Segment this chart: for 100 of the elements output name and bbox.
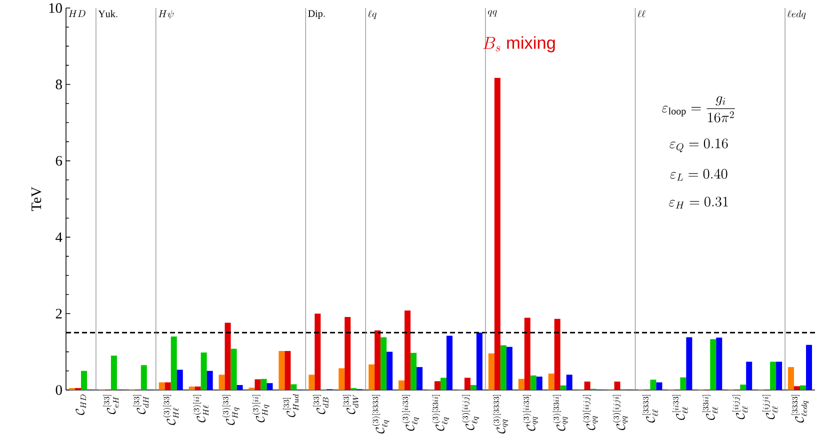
bar (80, 370, 87, 390)
y-tick-label: 8 (56, 80, 62, 90)
bar (788, 367, 794, 390)
bar (194, 386, 201, 390)
bar (308, 374, 315, 390)
bar (686, 337, 692, 390)
bar (410, 352, 417, 390)
annotation: $\mathrm{Dip.}$ (308, 10, 325, 19)
bar (386, 352, 393, 390)
bar (284, 351, 291, 390)
x-tick-label: $\mathcal{C}_{qq}^{(3)[3333]}$ (492, 395, 508, 434)
x-tick-label: $\mathcal{C}_{qq}^{(3)[33ii]}$ (552, 395, 568, 431)
x-tick-label: $\mathcal{C}_{\ell\ell}^{[3333]}$ (642, 395, 658, 423)
x-tick-label: $\mathcal{C}_{\ell q}^{(3)[33ii]}$ (432, 395, 450, 431)
bar (614, 382, 620, 390)
bar (464, 378, 470, 390)
bar (218, 374, 225, 390)
bar (158, 382, 165, 390)
x-tick-label: $\mathcal{C}_{dH}^{[33]}$ (133, 395, 149, 414)
bar (266, 383, 273, 390)
annotation: $\ell q$ (368, 10, 376, 20)
bar (806, 344, 812, 390)
y-tick-label: 2 (56, 308, 62, 318)
bar (140, 365, 147, 390)
bar (536, 376, 542, 390)
bar (176, 370, 183, 390)
bar (290, 384, 297, 390)
bar (338, 368, 345, 390)
x-tick-label: $\mathcal{C}_{Hud}^{[33]}$ (282, 394, 299, 418)
bar (206, 370, 213, 390)
y-tick-label: 6 (56, 156, 62, 166)
bar (554, 318, 560, 390)
annotation: $\ell edq$ (787, 10, 806, 20)
bar (260, 378, 267, 390)
x-tick-label: $\mathcal{C}_{\ell edq}^{[3333]}$ (792, 395, 809, 423)
bar (188, 386, 195, 390)
x-tick-label: $\mathcal{C}_{\ell q}^{(3)[ii33]}$ (402, 395, 420, 431)
x-tick-label: $\mathcal{C}_{HD}$ (76, 394, 86, 416)
bar (524, 318, 530, 390)
bar (368, 364, 375, 390)
annotation: $\ell\ell$ (638, 10, 646, 18)
bar (560, 385, 566, 390)
x-tick-label: $\mathcal{C}_{dB}^{[33]}$ (312, 395, 328, 414)
bar (500, 345, 506, 390)
x-tick-label: $\mathcal{C}_{\ell q}^{(3)[3333]}$ (372, 395, 390, 434)
annotation: $H\psi$ (158, 10, 174, 20)
y-tick-label: 0 (56, 385, 62, 395)
bar (716, 338, 722, 390)
bar (530, 375, 536, 390)
bar (794, 386, 800, 390)
x-tick-label: $\mathcal{C}_{qq}^{(3)[iijj]}$ (582, 395, 598, 430)
annotation: $B_s\ \textsf{mixing}$ (483, 36, 555, 52)
bar (434, 381, 440, 390)
x-tick-label: $\mathcal{C}_{H\ell}^{(3)[33]}$ (163, 395, 179, 425)
bar (680, 377, 686, 390)
x-tick-label: $\mathcal{C}_{\ell\ell}^{[ijji]}$ (762, 395, 778, 420)
x-tick-label: $\mathcal{C}_{\ell\ell}^{[iijj]}$ (732, 395, 748, 420)
bar (740, 384, 746, 390)
bar (110, 356, 117, 390)
bar (254, 379, 261, 390)
bar (800, 385, 806, 390)
bar (416, 367, 423, 390)
bar (650, 380, 656, 390)
bar (584, 382, 590, 390)
bar (404, 310, 411, 390)
bar (440, 378, 446, 390)
bar (656, 382, 662, 390)
bar (566, 374, 572, 390)
annotation: $\mathrm{Yuk.}$ (98, 10, 118, 18)
annotation: $\varepsilon_Q = 0.16$ (670, 138, 728, 152)
y-tick-label: 10 (49, 3, 62, 13)
annotation: $\varepsilon_L = 0.40$ (670, 168, 728, 181)
x-tick-label: $\mathcal{C}_{\ell q}^{(3)[iijj]}$ (462, 395, 479, 430)
annotation: $HD$ (68, 10, 86, 18)
bar (776, 362, 782, 390)
annotation: $\varepsilon_{\mathrm{loop}} = \frac{g_i}{16\pi^2}$ (662, 96, 735, 122)
bar (518, 378, 524, 390)
annotation: $\varepsilon_H = 0.31$ (669, 196, 728, 209)
x-tick-label: $\mathcal{C}_{qq}^{(3)[ijji]}$ (612, 395, 628, 430)
x-tick-label: $\mathcal{C}_{\ell\ell}^{[33ii]}$ (702, 395, 718, 420)
bar (164, 382, 171, 390)
x-tick-label: $\mathcal{C}_{\ell\ell}^{[ii33]}$ (672, 395, 688, 420)
x-tick-label: $\mathcal{C}_{H\ell}^{(3)[ii]}$ (193, 395, 209, 422)
y-tick-label: 4 (56, 232, 62, 242)
bar (374, 330, 381, 390)
bar (488, 353, 494, 390)
bar (314, 314, 321, 390)
bar (224, 322, 231, 390)
bar (746, 362, 752, 390)
bar (470, 385, 476, 390)
bar (548, 374, 554, 390)
bar (344, 317, 351, 390)
x-tick-label: $\mathcal{C}_{eH}^{[33]}$ (103, 395, 119, 414)
bar (236, 385, 243, 390)
bar (200, 352, 207, 390)
bar (476, 332, 482, 390)
bar (710, 339, 716, 390)
bar (398, 380, 405, 390)
bar (230, 348, 237, 390)
bar (506, 346, 512, 390)
